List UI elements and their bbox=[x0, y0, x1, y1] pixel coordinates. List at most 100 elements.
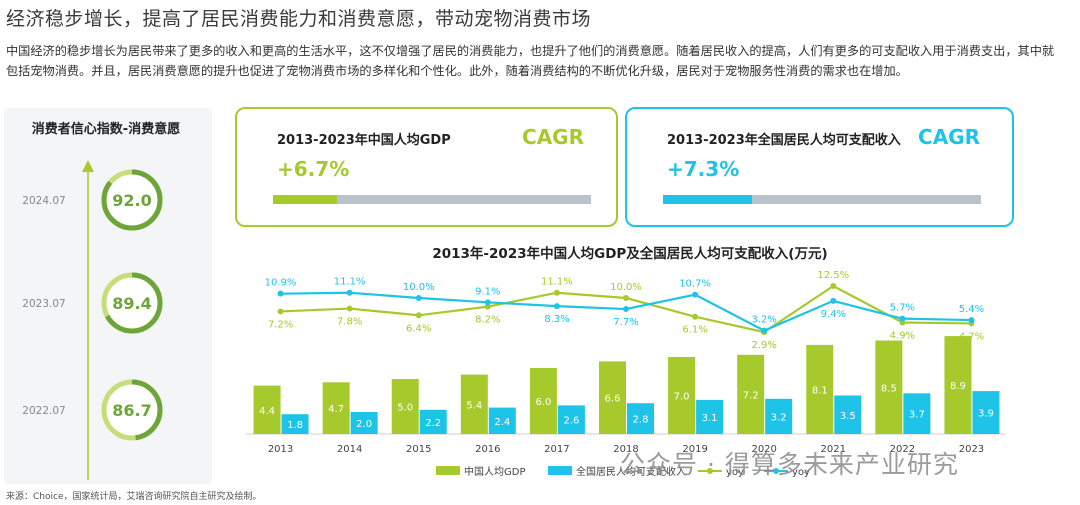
bar-gdp-label: 7.0 bbox=[674, 392, 690, 403]
bar-gdp bbox=[944, 336, 972, 434]
bar-gdp bbox=[668, 357, 696, 434]
line-point-label: 3.2% bbox=[751, 315, 776, 326]
line-point-label: 6.1% bbox=[682, 325, 707, 336]
legend-swatch bbox=[548, 466, 572, 475]
bar-income-label: 3.7 bbox=[909, 410, 925, 421]
legend-item: 中国人均GDP bbox=[436, 465, 525, 478]
gdp-income-chart: 4.4 1.8 2013 4.7 2.0 2014 5.0 2.2 2015 5.4 2.4 2016… bbox=[246, 270, 1006, 478]
bar-gdp-label: 5.4 bbox=[466, 400, 482, 411]
bar-income-label: 2.6 bbox=[563, 416, 579, 427]
line-point bbox=[623, 295, 629, 301]
line-point-label: 12.5% bbox=[817, 270, 849, 281]
legend-item: 全国居民人均可支配收入 bbox=[548, 465, 686, 478]
line-point bbox=[692, 291, 699, 298]
line-point-label: 7.7% bbox=[613, 317, 638, 328]
bar-income bbox=[419, 409, 447, 434]
bar-income bbox=[903, 393, 931, 434]
bar-gdp bbox=[875, 340, 903, 434]
bar-gdp bbox=[529, 368, 557, 434]
line-point bbox=[346, 289, 353, 296]
legend-swatch bbox=[436, 466, 460, 475]
bar-income bbox=[281, 414, 309, 434]
line-point bbox=[623, 306, 629, 313]
kpi-title: 2013-2023年中国人均GDP bbox=[277, 133, 451, 148]
bar-gdp-label: 7.2 bbox=[743, 390, 759, 401]
line-point-label: 9.4% bbox=[821, 309, 846, 320]
x-tick-label: 2018 bbox=[613, 444, 638, 455]
line-point-label: 10.0% bbox=[610, 282, 642, 293]
line-point bbox=[277, 290, 284, 297]
bar-gdp-label: 8.1 bbox=[812, 385, 828, 396]
line-point bbox=[692, 313, 699, 320]
legend-marker bbox=[773, 468, 779, 474]
line-point bbox=[899, 315, 906, 322]
line-point-label: 4.9% bbox=[890, 330, 915, 341]
bar-income bbox=[350, 412, 378, 434]
x-tick-label: 2023 bbox=[959, 444, 984, 455]
x-tick-label: 2016 bbox=[475, 444, 500, 455]
x-tick-label: 2014 bbox=[337, 444, 362, 455]
intro-paragraph: 中国经济的稳步增长为居民带来了更多的收入和更高的生活水平，这不仅增强了居民的消费… bbox=[6, 44, 1055, 78]
line-point bbox=[346, 305, 353, 312]
line-point bbox=[484, 303, 491, 310]
bar-gdp-label: 6.6 bbox=[605, 394, 621, 405]
watermark: 公众号 · 得算多未来产业研究 bbox=[620, 450, 959, 479]
bar-income bbox=[696, 399, 724, 434]
bar-gdp-label: 5.0 bbox=[397, 403, 413, 414]
line-point-label: 9.1% bbox=[475, 286, 500, 297]
line-point bbox=[415, 312, 422, 319]
bar-income bbox=[488, 407, 516, 434]
bar-income-label: 2.2 bbox=[425, 418, 441, 429]
kpi-value: +6.7% bbox=[277, 157, 350, 181]
x-tick-label: 2013 bbox=[268, 444, 293, 455]
kpi-card-gdp: 2013-2023年中国人均GDP CAGR +6.7% bbox=[235, 107, 618, 227]
line-point-label: 5.4% bbox=[959, 304, 984, 315]
bar-gdp-label: 8.9 bbox=[950, 381, 966, 392]
arrow-up-icon bbox=[82, 160, 94, 172]
bar-income-label: 3.1 bbox=[702, 413, 718, 424]
line-point-label: 10.9% bbox=[265, 278, 297, 289]
bar-gdp bbox=[599, 361, 626, 434]
bar-gdp-label: 6.0 bbox=[535, 397, 551, 408]
bar-income-label: 3.2 bbox=[771, 412, 787, 423]
bar-income-label: 2.4 bbox=[494, 417, 510, 428]
bar-income bbox=[627, 403, 654, 434]
line-point-label: 5.7% bbox=[890, 303, 915, 314]
legend-label: 全国居民人均可支配收入 bbox=[576, 465, 686, 478]
bar-income bbox=[834, 395, 862, 434]
confidence-date: 2022.07 bbox=[22, 405, 65, 417]
legend-label: yoy bbox=[792, 467, 810, 478]
confidence-item: 2022.07 86.7 bbox=[22, 379, 163, 441]
kpi-cagr-label: CAGR bbox=[522, 125, 584, 149]
bar-income bbox=[972, 391, 1000, 434]
confidence-item: 2023.07 89.4 bbox=[22, 272, 163, 334]
bar-income-label: 2.8 bbox=[633, 415, 649, 426]
line-point bbox=[484, 299, 491, 306]
line-point bbox=[830, 297, 837, 304]
x-tick-label: 2021 bbox=[821, 444, 846, 455]
line-point-label: 7.8% bbox=[337, 317, 362, 328]
bar-gdp bbox=[391, 379, 419, 434]
kpi-progress-bar bbox=[663, 195, 981, 204]
confidence-value: 92.0 bbox=[112, 191, 151, 210]
line-point-label: 10.7% bbox=[679, 279, 711, 290]
x-tick-label: 2022 bbox=[890, 444, 915, 455]
confidence-item: 2024.07 92.0 bbox=[22, 169, 163, 231]
confidence-value: 89.4 bbox=[112, 294, 151, 313]
line-point-label: 11.1% bbox=[334, 277, 366, 288]
confidence-ring bbox=[101, 169, 163, 231]
line-point bbox=[553, 303, 560, 310]
kpi-title: 2013-2023年全国居民人均可支配收入 bbox=[667, 133, 901, 148]
line-point-label: 4.7% bbox=[959, 331, 984, 342]
confidence-value: 86.7 bbox=[112, 401, 151, 420]
chart-title: 2013年-2023年中国人均GDP及全国居民人均可支配收入(万元) bbox=[432, 246, 828, 262]
legend-label: 中国人均GDP bbox=[464, 465, 525, 478]
legend-label: yoy bbox=[726, 467, 744, 478]
bar-gdp-label: 4.7 bbox=[328, 404, 344, 415]
source-note: 来源：Choice，国家统计局，艾瑞咨询研究院自主研究及绘制。 bbox=[6, 492, 262, 502]
bar-gdp-label: 8.5 bbox=[881, 383, 897, 394]
line-point bbox=[968, 317, 975, 324]
line-point bbox=[553, 289, 560, 296]
legend-marker bbox=[707, 468, 713, 474]
bar-income bbox=[557, 405, 585, 434]
